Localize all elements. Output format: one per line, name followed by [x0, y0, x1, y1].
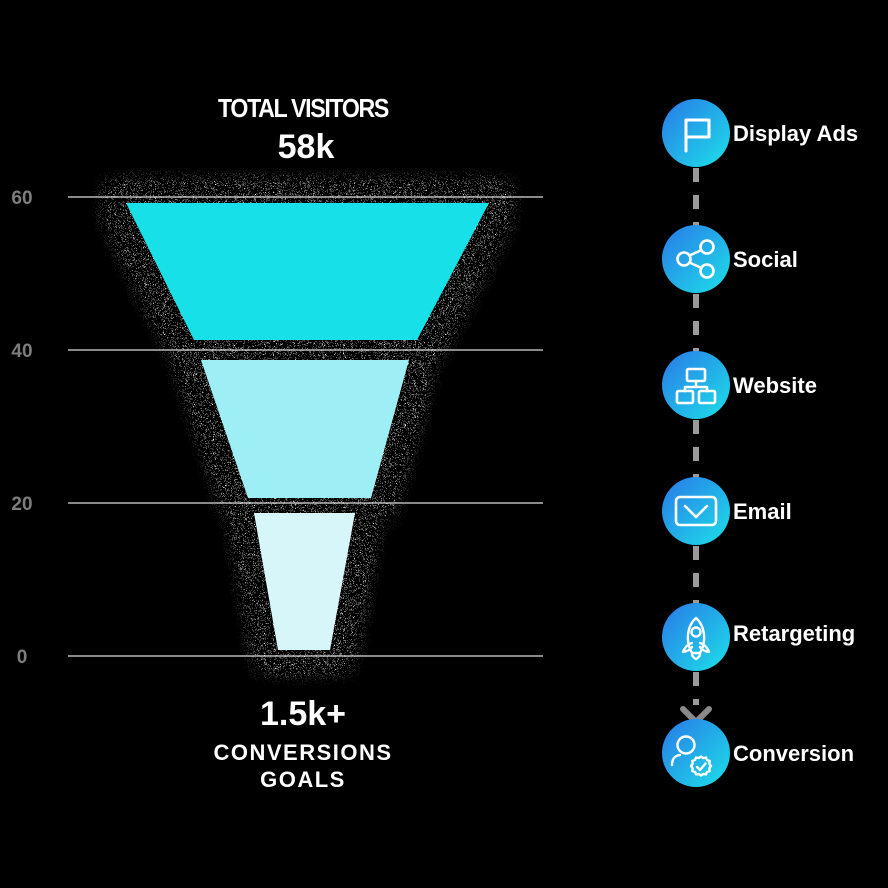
svg-text:58k: 58k [278, 128, 335, 166]
svg-text:GOALS: GOALS [260, 767, 346, 792]
svg-text:CONVERSIONS: CONVERSIONS [213, 740, 392, 765]
svg-text:Retargeting: Retargeting [733, 621, 855, 646]
svg-text:Website: Website [733, 373, 817, 398]
svg-text:TOTAL VISITORS: TOTAL VISITORS [218, 93, 389, 123]
svg-text:40: 40 [11, 341, 32, 362]
svg-text:Email: Email [733, 499, 792, 524]
svg-text:Conversion: Conversion [733, 741, 854, 766]
svg-text:0: 0 [17, 647, 28, 668]
svg-text:60: 60 [11, 188, 32, 209]
svg-text:Social: Social [733, 247, 798, 272]
svg-text:Display Ads: Display Ads [733, 121, 858, 146]
svg-text:1.5k+: 1.5k+ [260, 695, 346, 733]
svg-text:20: 20 [11, 494, 32, 515]
